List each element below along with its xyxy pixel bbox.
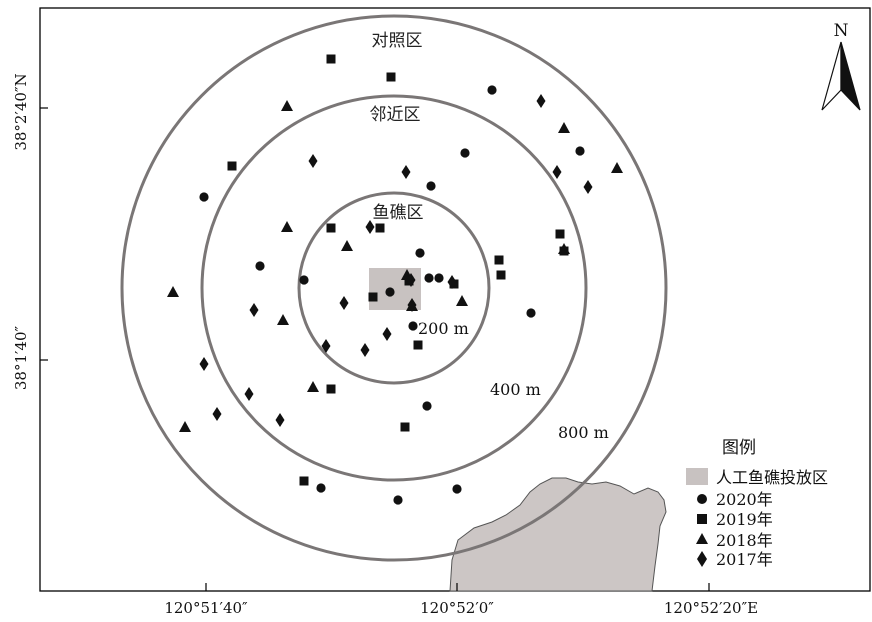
station-2017-diamond-icon [365, 220, 375, 234]
ring-200m [297, 191, 491, 385]
station-2018-triangle-icon [281, 100, 293, 111]
station-2017-diamond-icon [275, 413, 285, 427]
station-2020-circle-icon [255, 261, 265, 271]
station-2020-circle-icon [460, 148, 470, 158]
ring-800m [120, 14, 668, 562]
legend-label-2019: 2019年 [716, 510, 773, 529]
station-2018-triangle-icon [281, 221, 293, 232]
station-2017-diamond-icon [339, 296, 349, 310]
legend-swatch-reef-area [686, 468, 708, 485]
station-2018-triangle-icon [456, 295, 468, 306]
station-2020-circle-icon [408, 321, 418, 331]
station-2018-triangle-icon [341, 240, 353, 251]
station-2018-triangle-icon [558, 243, 570, 254]
station-2017-diamond-icon [321, 339, 331, 353]
station-2019-square-icon [496, 270, 506, 280]
ring-label-400m: 400 m [490, 380, 541, 399]
station-2020-circle-icon [452, 484, 462, 494]
station-2018-triangle-icon [611, 162, 623, 173]
station-2019-square-icon [326, 384, 336, 394]
station-2018-triangle-icon [179, 421, 191, 432]
station-2017-diamond-icon [199, 357, 209, 371]
sample-markers [167, 54, 623, 505]
station-2020-circle-icon [415, 248, 425, 258]
station-2019-square-icon [368, 292, 378, 302]
station-2019-square-icon [299, 476, 309, 486]
legend: 图例 人工鱼礁投放区 2020年 2019年 2018年 2017年 [686, 438, 828, 569]
legend-circle-icon [697, 494, 707, 504]
zone-label-adjacent: 邻近区 [370, 105, 421, 125]
x-tick-label: 120°51′40″ [164, 599, 248, 617]
station-2019-square-icon [326, 223, 336, 233]
station-2020-circle-icon [424, 273, 434, 283]
station-2018-triangle-icon [307, 381, 319, 392]
station-2018-triangle-icon [277, 314, 289, 325]
station-2017-diamond-icon [552, 165, 562, 179]
legend-diamond-icon [697, 551, 707, 567]
station-2020-circle-icon [575, 146, 585, 156]
land-area [449, 477, 667, 592]
station-2017-diamond-icon [536, 94, 546, 108]
station-2017-diamond-icon [249, 303, 259, 317]
x-tick-label: 120°52′20″E [664, 599, 758, 617]
legend-square-icon [697, 514, 707, 524]
ring-label-800m: 800 m [558, 423, 609, 442]
x-tick-label: 120°52′0″ [420, 599, 494, 617]
station-2017-diamond-icon [407, 298, 417, 312]
station-2019-square-icon [227, 161, 237, 171]
station-2020-circle-icon [385, 287, 395, 297]
ring-label-200m: 200 m [418, 319, 469, 338]
station-2019-square-icon [413, 340, 423, 350]
station-2019-square-icon [555, 229, 565, 239]
station-2019-square-icon [400, 422, 410, 432]
station-2019-square-icon [386, 72, 396, 82]
station-2020-circle-icon [393, 495, 403, 505]
legend-title: 图例 [722, 438, 756, 458]
station-2017-diamond-icon [583, 180, 593, 194]
station-2020-circle-icon [299, 275, 309, 285]
ring-400m [200, 94, 588, 482]
north-label: N [834, 21, 849, 41]
station-2020-circle-icon [422, 401, 432, 411]
legend-label-reef-area: 人工鱼礁投放区 [716, 468, 828, 487]
station-2020-circle-icon [426, 181, 436, 191]
station-2017-diamond-icon [401, 165, 411, 179]
station-2020-circle-icon [316, 483, 326, 493]
legend-triangle-icon [696, 533, 708, 544]
legend-label-2017: 2017年 [716, 550, 773, 569]
y-tick-label: 38°1′40″ [12, 325, 30, 390]
y-tick-label: 38°2′40″N [12, 73, 30, 150]
station-2020-circle-icon [199, 192, 209, 202]
station-2017-diamond-icon [244, 387, 254, 401]
station-2018-triangle-icon [167, 286, 179, 297]
station-2017-diamond-icon [308, 154, 318, 168]
north-arrow-icon [821, 41, 861, 111]
station-2019-square-icon [375, 223, 385, 233]
station-2018-triangle-icon [558, 122, 570, 133]
legend-label-2020: 2020年 [716, 490, 773, 509]
station-2017-diamond-icon [382, 327, 392, 341]
station-2017-diamond-icon [212, 407, 222, 421]
station-2017-diamond-icon [406, 273, 416, 287]
zone-label-reef: 鱼礁区 [373, 203, 424, 223]
station-2020-circle-icon [526, 308, 536, 318]
station-2017-diamond-icon [447, 275, 457, 289]
station-2019-square-icon [326, 54, 336, 64]
station-2019-square-icon [494, 255, 504, 265]
legend-label-2018: 2018年 [716, 531, 773, 550]
station-2020-circle-icon [487, 85, 497, 95]
station-2017-diamond-icon [360, 343, 370, 357]
station-2020-circle-icon [434, 273, 444, 283]
zone-label-control: 对照区 [372, 31, 423, 51]
